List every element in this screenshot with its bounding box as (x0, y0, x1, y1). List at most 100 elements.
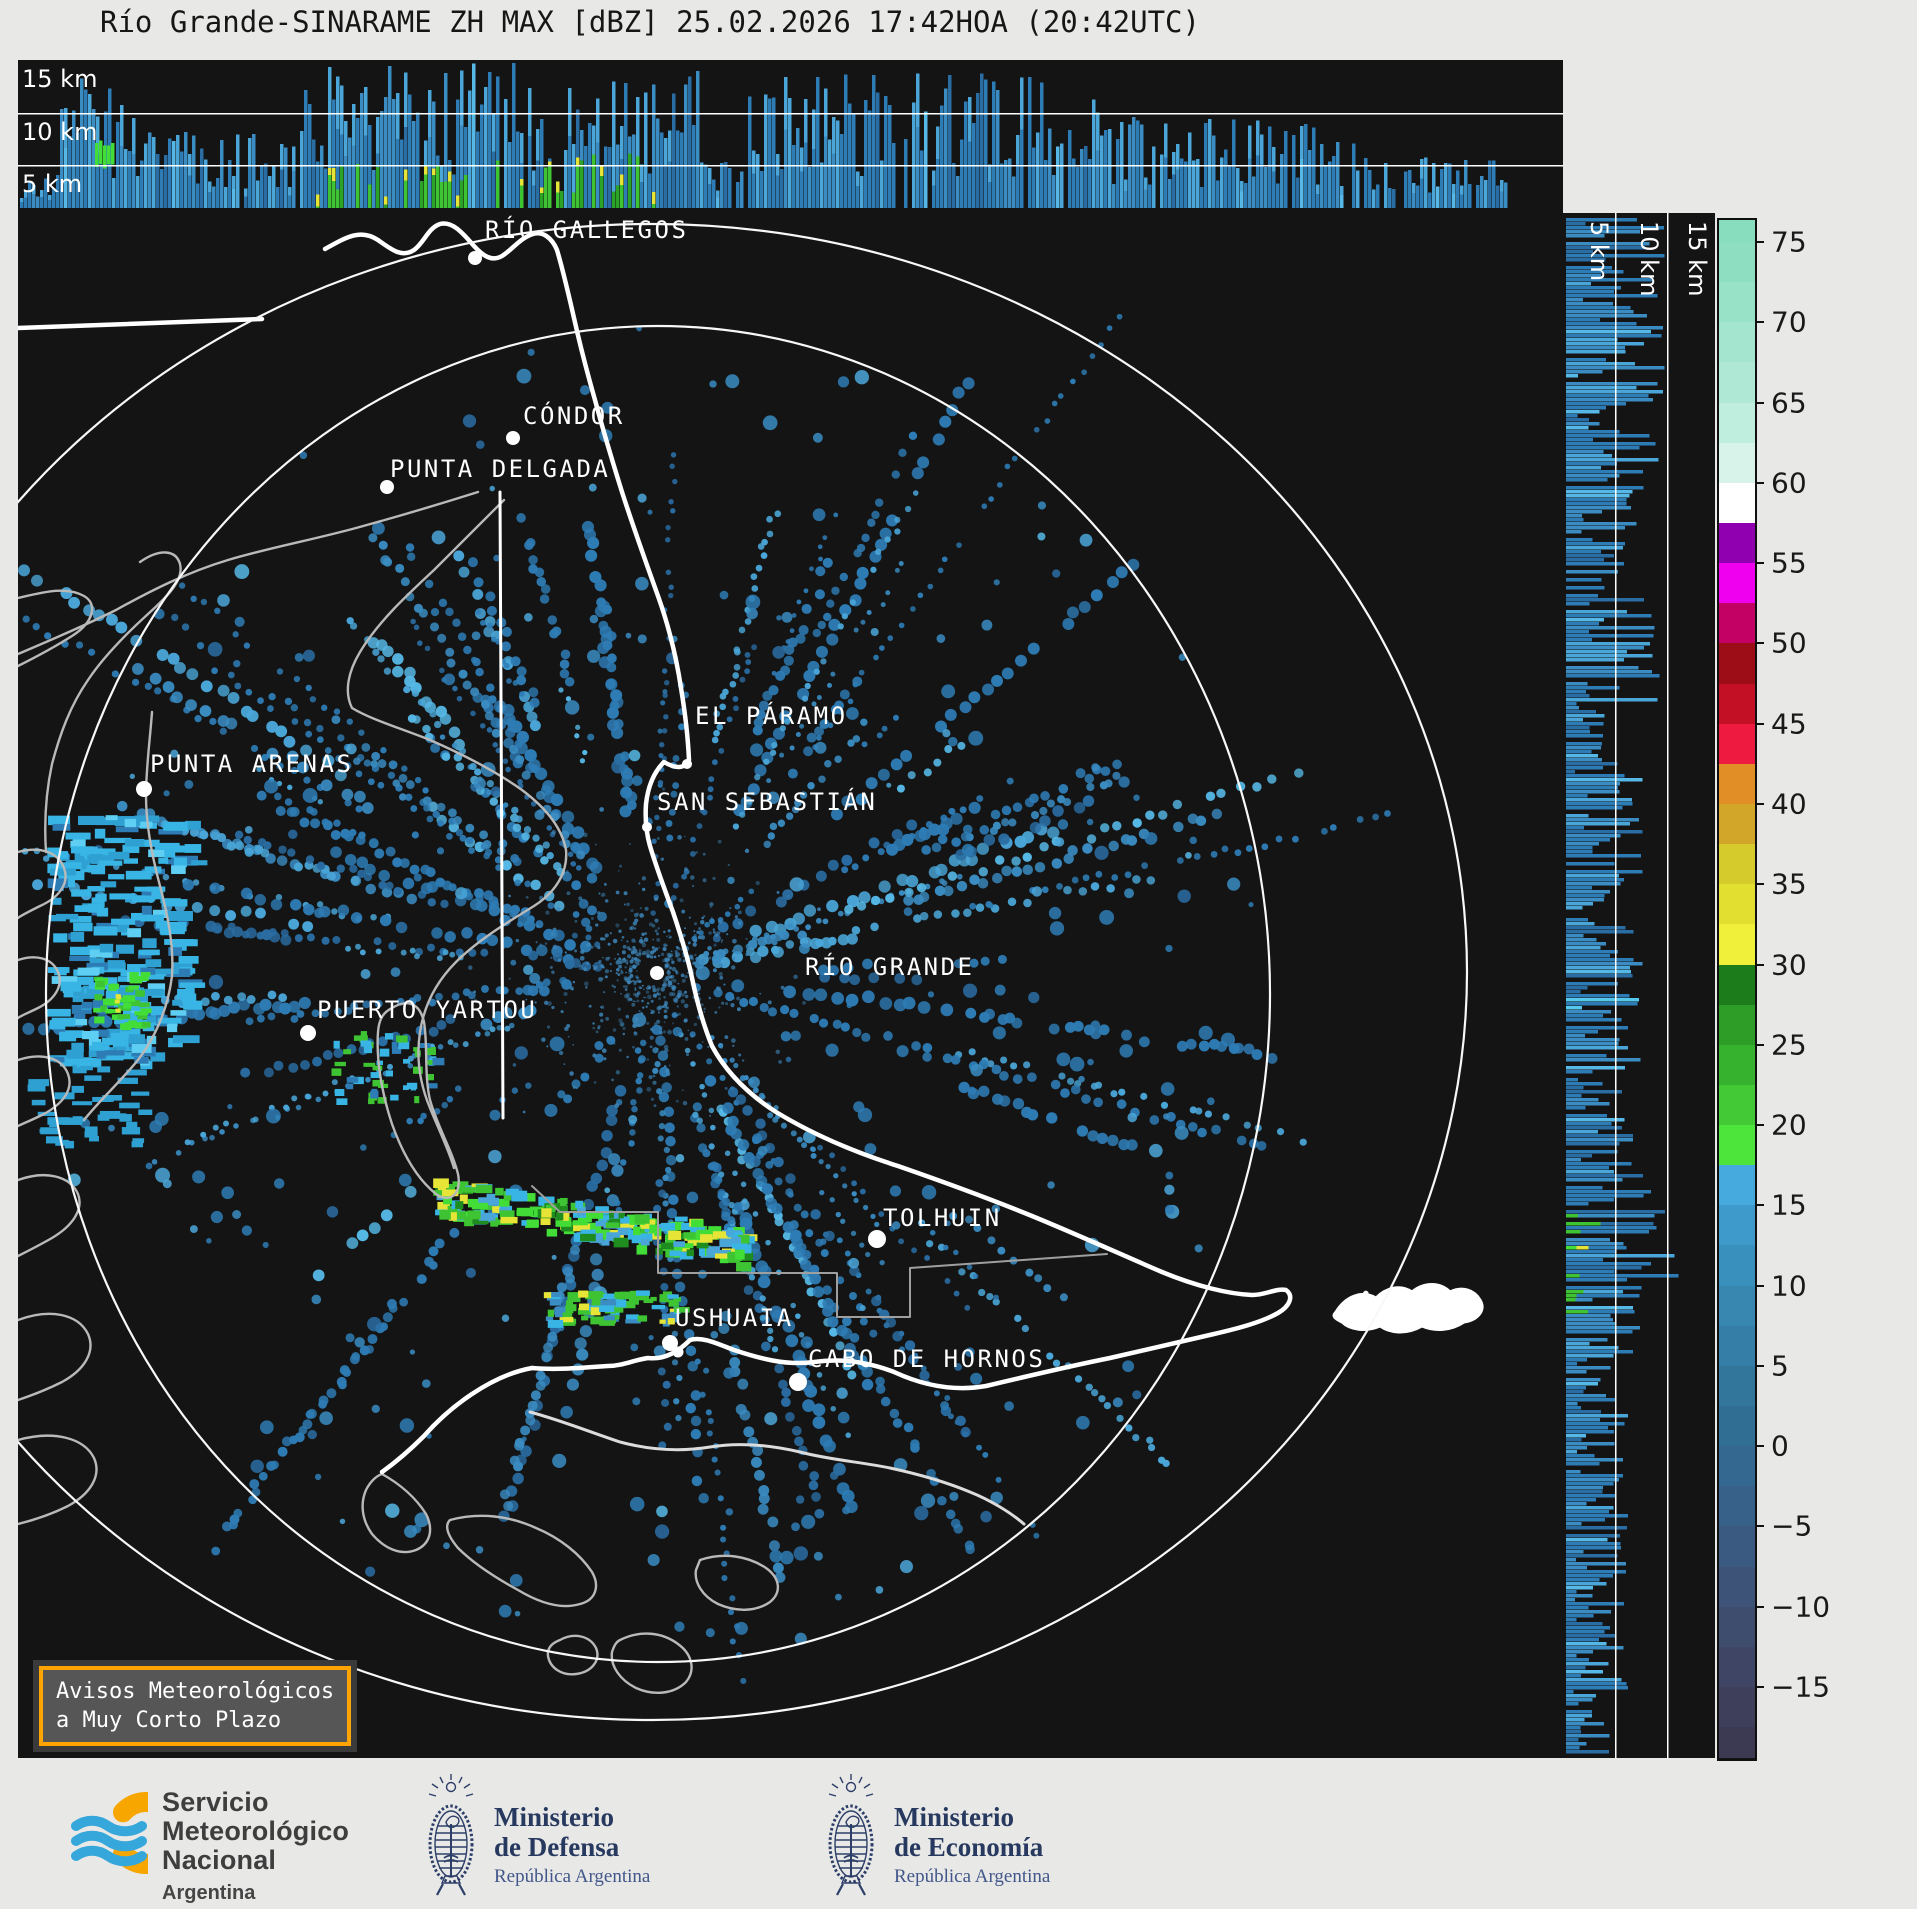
smn-logo: Servicio Meteorológico Nacional Argentin… (56, 1786, 349, 1905)
colorbar-tick (1755, 802, 1764, 805)
colorbar-tick (1755, 722, 1764, 725)
colorbar-band (1719, 1004, 1755, 1046)
colorbar-band (1719, 763, 1755, 805)
colorbar-band (1719, 844, 1755, 885)
colorbar-band (1719, 1325, 1755, 1367)
coat-of-arms-icon (828, 1774, 874, 1896)
colorbar-tick-label: 10 (1771, 1269, 1807, 1303)
colorbar-band (1719, 1165, 1755, 1206)
colorbar-tick-label: 70 (1771, 305, 1807, 339)
colorbar-band (1719, 884, 1755, 925)
map-place-label: RÍO GALLEGOS (485, 216, 689, 244)
colorbar-tick-label: 35 (1771, 867, 1807, 901)
economia-name-line1: Ministerio (894, 1802, 1014, 1832)
colorbar-tick (1755, 642, 1764, 645)
colorbar-band (1719, 964, 1755, 1006)
warning-box-line2: a Muy Corto Plazo (56, 1708, 282, 1733)
colorbar-tick (1755, 1364, 1764, 1367)
colorbar-tick-label: 50 (1771, 626, 1807, 660)
smn-name-line2: Meteorológico (162, 1816, 350, 1846)
colorbar-tick-label: 60 (1771, 466, 1807, 500)
colorbar-tick (1755, 401, 1764, 404)
map-place-label: USHUAIA (675, 1304, 794, 1332)
colorbar-band (1719, 362, 1755, 404)
map-place-label: PUERTO YARTOU (317, 996, 538, 1024)
colorbar-tick (1755, 241, 1764, 243)
warning-box-line1: Avisos Meteorológicos (56, 1679, 335, 1704)
colorbar-band (1719, 1125, 1755, 1166)
colorbar-tick-label: 20 (1771, 1108, 1807, 1142)
colorbar-band (1719, 603, 1755, 644)
colorbar-band (1719, 1446, 1755, 1487)
smn-logo-icon (71, 1792, 148, 1874)
colorbar-band (1719, 220, 1755, 243)
colorbar-tick (1755, 1043, 1764, 1046)
colorbar-band (1719, 1727, 1755, 1758)
ministerio-defensa-logo: Ministerio de Defensa República Argentin… (424, 1772, 650, 1900)
border-meridian (498, 490, 505, 1120)
colorbar-tick-label: 25 (1771, 1028, 1807, 1062)
colorbar-tick (1755, 1204, 1764, 1207)
colorbar-tick (1755, 1124, 1764, 1127)
radar-range-rings (18, 223, 1468, 1721)
coast-tierra-del-fuego (322, 221, 1293, 1391)
colorbar-tick-label: 15 (1771, 1188, 1807, 1222)
smn-name-line1: Servicio (162, 1787, 269, 1817)
colorbar-band (1719, 1486, 1755, 1528)
colorbar-band (1719, 1646, 1755, 1688)
colorbar-band (1719, 1606, 1755, 1648)
map-place-dot (789, 1373, 807, 1391)
map-place-dot (868, 1230, 886, 1248)
colorbar-band (1719, 282, 1755, 323)
colorbar-tick (1755, 1284, 1764, 1287)
map-place-dot (682, 759, 692, 769)
colorbar-tick (1755, 1525, 1764, 1528)
map-place-dot (380, 480, 394, 494)
warning-box[interactable]: Avisos Meteorológicos a Muy Corto Plazo (39, 1666, 352, 1746)
map-place-label: CÓNDOR (523, 402, 625, 430)
figure-title: Río Grande-SINARAME ZH MAX [dBZ] 25.02.2… (100, 5, 1200, 39)
colorbar-tick-label: 0 (1771, 1429, 1789, 1463)
smn-name-line3: Nacional (162, 1845, 277, 1875)
colorbar-band (1719, 1687, 1755, 1728)
colorbar-tick (1755, 321, 1764, 324)
colorbar-band (1719, 1365, 1755, 1407)
economia-name-line2: de Economía (894, 1832, 1044, 1862)
colorbar-tick (1755, 1605, 1764, 1608)
defensa-name-line1: Ministerio (494, 1802, 614, 1832)
colorbar-band (1719, 723, 1755, 765)
coat-of-arms-icon (428, 1774, 474, 1896)
smn-country: Argentina (162, 1882, 256, 1904)
radar-map-panel (18, 213, 1563, 1758)
defensa-name-line2: de Defensa (494, 1832, 620, 1862)
map-place-label: RÍO GRANDE (805, 953, 975, 981)
colorbar-band (1719, 683, 1755, 725)
colorbar-band (1719, 442, 1755, 484)
cross-section-side-panel (1563, 213, 1715, 1758)
map-place-dot (506, 431, 520, 445)
colorbar-band (1719, 1566, 1755, 1608)
colorbar-band (1719, 563, 1755, 604)
colorbar-band (1719, 402, 1755, 444)
map-place-label: CABO DE HORNOS (808, 1345, 1046, 1373)
altitude-label-15km: 15 km (22, 65, 98, 93)
colorbar-tick (1755, 562, 1764, 565)
radar-echoes (18, 313, 1391, 1684)
colorbar-tick (1755, 1445, 1764, 1448)
altitude-label-5km: 5 km (22, 170, 83, 198)
colorbar-band (1719, 482, 1755, 524)
colorbar-band (1719, 1406, 1755, 1447)
colorbar-band (1719, 803, 1755, 845)
colorbar-band (1719, 1526, 1755, 1568)
colorbar (1717, 218, 1757, 1761)
altitude-label-side-5km: 5 km (1585, 221, 1613, 282)
defensa-subtitle: República Argentina (494, 1866, 651, 1887)
coastlines-white (18, 221, 1484, 1526)
colorbar-band (1719, 1245, 1755, 1287)
colorbar-tick-label: −5 (1771, 1509, 1813, 1543)
colorbar-tick (1755, 883, 1764, 886)
colorbar-band (1719, 1044, 1755, 1086)
ministerio-economia-logo: Ministerio de Economía República Argenti… (824, 1772, 1050, 1900)
colorbar-tick-label: −10 (1771, 1590, 1831, 1624)
